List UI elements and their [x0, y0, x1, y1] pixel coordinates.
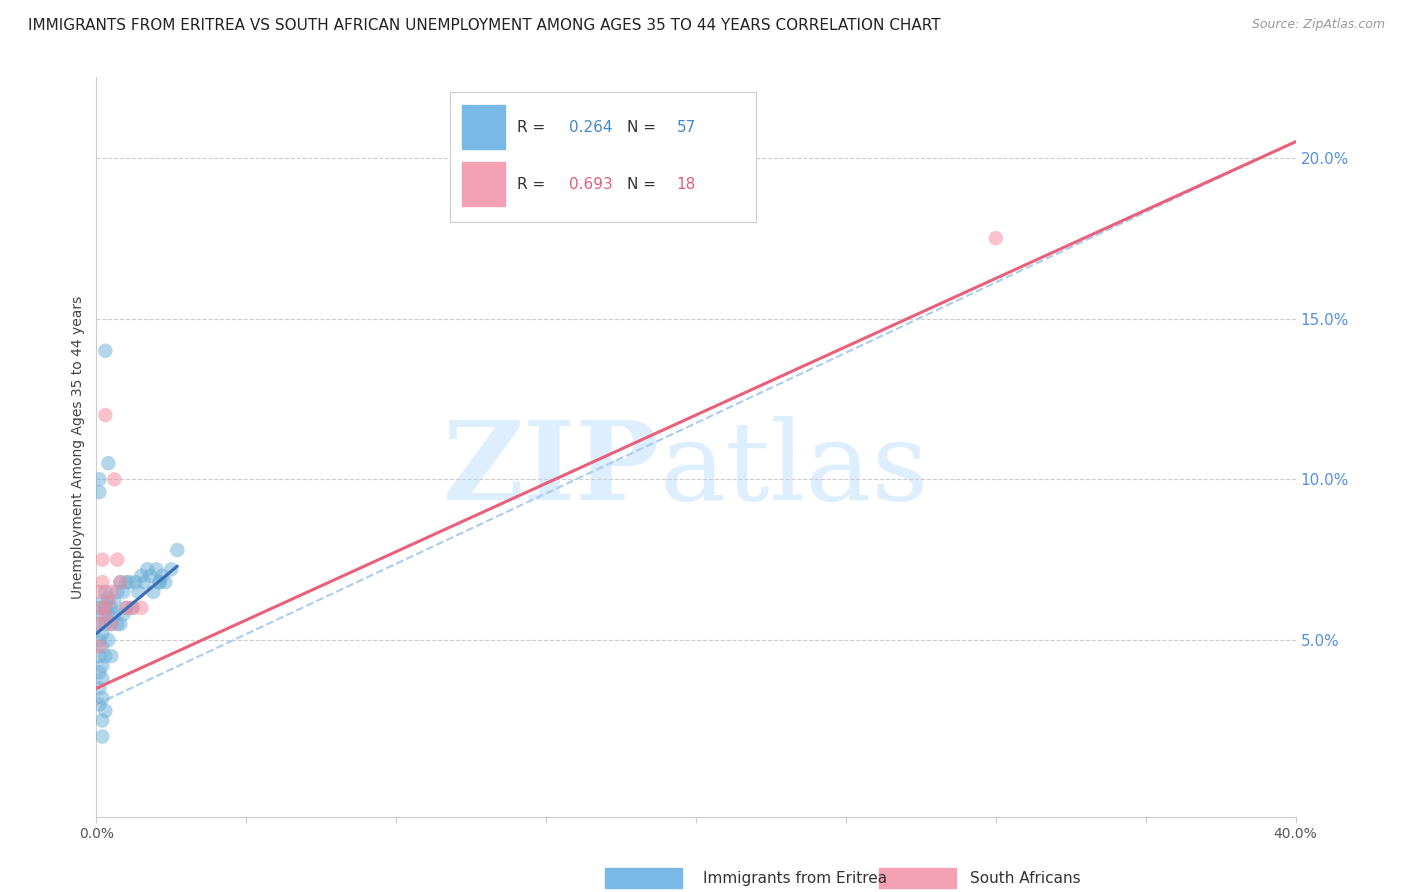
- Point: [94, 617, 117, 632]
- Point: [105, 552, 128, 566]
- Point: [94, 607, 117, 622]
- Point: [91, 658, 114, 673]
- Point: [145, 562, 167, 576]
- Point: [89, 617, 111, 632]
- Point: [134, 575, 156, 590]
- Point: [91, 714, 114, 728]
- Point: [105, 617, 128, 632]
- Point: [91, 594, 114, 608]
- Point: [139, 568, 162, 582]
- Point: [131, 568, 153, 582]
- Point: [97, 591, 120, 606]
- Point: [121, 601, 143, 615]
- Point: [160, 562, 183, 576]
- Point: [91, 730, 114, 744]
- Point: [115, 601, 138, 615]
- Point: [112, 585, 135, 599]
- Point: [100, 601, 122, 615]
- Point: [148, 575, 170, 590]
- Point: [148, 575, 170, 590]
- Point: [136, 562, 159, 576]
- Point: [155, 575, 177, 590]
- Point: [89, 485, 111, 500]
- Point: [150, 568, 173, 582]
- Point: [94, 408, 117, 422]
- Point: [115, 601, 138, 615]
- Point: [94, 601, 117, 615]
- Text: atlas: atlas: [659, 416, 929, 523]
- Point: [100, 585, 122, 599]
- Point: [103, 594, 125, 608]
- Point: [91, 607, 114, 622]
- Point: [89, 585, 111, 599]
- Point: [142, 585, 165, 599]
- Text: Source: ZipAtlas.com: Source: ZipAtlas.com: [1251, 18, 1385, 31]
- Point: [110, 575, 132, 590]
- Point: [89, 633, 111, 648]
- Point: [100, 617, 122, 632]
- Point: [89, 649, 111, 664]
- Point: [112, 607, 135, 622]
- Point: [89, 617, 111, 632]
- Point: [984, 231, 1007, 245]
- Point: [100, 617, 122, 632]
- Point: [91, 552, 114, 566]
- Y-axis label: Unemployment Among Ages 35 to 44 years: Unemployment Among Ages 35 to 44 years: [72, 295, 86, 599]
- Point: [97, 456, 120, 470]
- Point: [118, 575, 141, 590]
- Point: [91, 601, 114, 615]
- Point: [121, 601, 143, 615]
- Point: [89, 698, 111, 712]
- Point: [97, 594, 120, 608]
- Point: [127, 585, 149, 599]
- Point: [91, 626, 114, 640]
- Text: Immigrants from Eritrea: Immigrants from Eritrea: [703, 871, 887, 886]
- Text: South Africans: South Africans: [970, 871, 1081, 886]
- Point: [100, 649, 122, 664]
- Point: [94, 343, 117, 358]
- Text: ZIP: ZIP: [443, 416, 659, 523]
- Point: [91, 575, 114, 590]
- Point: [94, 704, 117, 718]
- Point: [89, 665, 111, 680]
- Point: [91, 690, 114, 705]
- Point: [91, 672, 114, 686]
- Point: [91, 640, 114, 654]
- Point: [97, 633, 120, 648]
- Point: [105, 585, 128, 599]
- Point: [103, 472, 125, 486]
- Point: [115, 575, 138, 590]
- Point: [124, 575, 146, 590]
- Point: [131, 601, 153, 615]
- Point: [89, 472, 111, 486]
- Text: IMMIGRANTS FROM ERITREA VS SOUTH AFRICAN UNEMPLOYMENT AMONG AGES 35 TO 44 YEARS : IMMIGRANTS FROM ERITREA VS SOUTH AFRICAN…: [28, 18, 941, 33]
- Point: [166, 543, 188, 558]
- Point: [110, 617, 132, 632]
- Point: [89, 601, 111, 615]
- Point: [89, 640, 111, 654]
- Point: [97, 607, 120, 622]
- Point: [110, 575, 132, 590]
- Point: [103, 607, 125, 622]
- Point: [94, 649, 117, 664]
- Point: [94, 585, 117, 599]
- Point: [89, 681, 111, 696]
